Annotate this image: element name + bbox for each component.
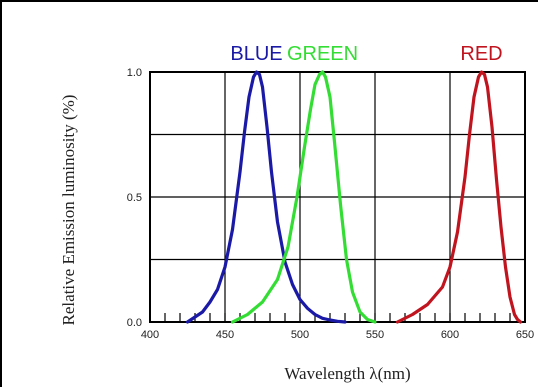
x-tick-label: 650 — [516, 329, 534, 341]
series-line-blue — [185, 70, 347, 324]
y-tick-label: 1.0 — [127, 67, 142, 79]
y-tick-label: 0.0 — [127, 317, 142, 329]
series-line-red — [395, 70, 523, 324]
x-tick-label: 500 — [291, 329, 309, 341]
series-labels: BLUE GREEN RED — [230, 43, 502, 65]
series-lines — [185, 70, 523, 324]
x-axis-label: Wavelength λ(nm) — [284, 364, 410, 383]
chart-grid — [150, 72, 525, 322]
series-label-red: RED — [460, 43, 502, 65]
y-tick-label: 0.5 — [127, 192, 142, 204]
x-tick-label: 550 — [366, 329, 384, 341]
y-axis-label: Relative Emission luminosity (%) — [59, 95, 78, 326]
x-tick-label: 600 — [441, 329, 459, 341]
x-tick-label: 400 — [141, 329, 159, 341]
series-line-green — [230, 70, 377, 324]
y-tick-labels: 0.0 0.5 1.0 — [127, 67, 142, 329]
x-tick-label: 450 — [216, 329, 234, 341]
series-label-blue: BLUE — [230, 43, 282, 65]
x-tick-labels: 400 450 500 550 600 650 — [141, 329, 534, 341]
series-label-green: GREEN — [287, 43, 358, 65]
